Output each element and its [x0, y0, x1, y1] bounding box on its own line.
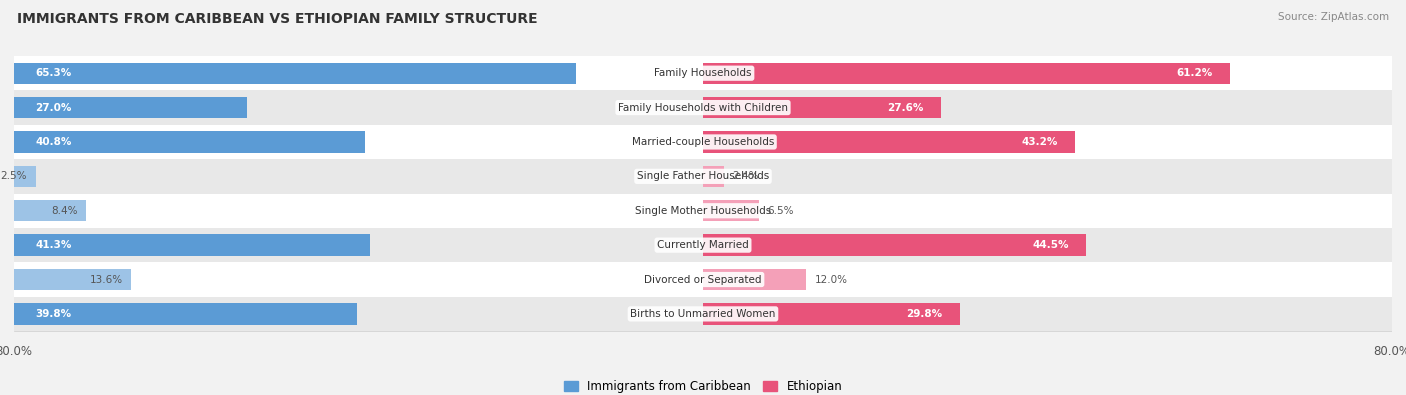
Text: Births to Unmarried Women: Births to Unmarried Women	[630, 309, 776, 319]
Text: 12.0%: 12.0%	[815, 275, 848, 284]
Text: 39.8%: 39.8%	[35, 309, 72, 319]
Bar	[703, 166, 724, 187]
Text: 43.2%: 43.2%	[1021, 137, 1057, 147]
Text: Family Households: Family Households	[654, 68, 752, 78]
Bar	[14, 194, 1392, 228]
Bar	[703, 235, 1087, 256]
Bar	[14, 228, 1392, 262]
Text: Family Households with Children: Family Households with Children	[619, 103, 787, 113]
Text: 29.8%: 29.8%	[907, 309, 942, 319]
Bar	[14, 200, 86, 222]
Text: 61.2%: 61.2%	[1177, 68, 1213, 78]
Bar	[14, 269, 131, 290]
Bar	[14, 131, 366, 152]
Bar	[703, 269, 807, 290]
Text: 27.0%: 27.0%	[35, 103, 72, 113]
Text: 27.6%: 27.6%	[887, 103, 924, 113]
Text: 65.3%: 65.3%	[35, 68, 72, 78]
Text: 13.6%: 13.6%	[90, 275, 122, 284]
Bar	[703, 131, 1076, 152]
Text: 44.5%: 44.5%	[1032, 240, 1069, 250]
Text: 8.4%: 8.4%	[51, 206, 77, 216]
Bar	[14, 235, 370, 256]
Legend: Immigrants from Caribbean, Ethiopian: Immigrants from Caribbean, Ethiopian	[560, 376, 846, 395]
Bar	[703, 62, 1230, 84]
Bar	[14, 303, 357, 325]
Text: Currently Married: Currently Married	[657, 240, 749, 250]
Bar	[14, 159, 1392, 194]
Text: Divorced or Separated: Divorced or Separated	[644, 275, 762, 284]
Bar	[14, 90, 1392, 125]
Text: 6.5%: 6.5%	[768, 206, 794, 216]
Bar	[14, 262, 1392, 297]
Text: IMMIGRANTS FROM CARIBBEAN VS ETHIOPIAN FAMILY STRUCTURE: IMMIGRANTS FROM CARIBBEAN VS ETHIOPIAN F…	[17, 12, 537, 26]
Bar	[703, 303, 960, 325]
Text: 40.8%: 40.8%	[35, 137, 72, 147]
Text: 41.3%: 41.3%	[35, 240, 72, 250]
Text: 2.5%: 2.5%	[0, 171, 27, 181]
Bar	[703, 97, 941, 118]
Text: Married-couple Households: Married-couple Households	[631, 137, 775, 147]
Text: Single Mother Households: Single Mother Households	[636, 206, 770, 216]
Bar	[14, 166, 35, 187]
Bar	[14, 56, 1392, 90]
Text: Single Father Households: Single Father Households	[637, 171, 769, 181]
Bar	[703, 200, 759, 222]
Bar	[14, 62, 576, 84]
Text: 2.4%: 2.4%	[733, 171, 759, 181]
Bar	[14, 97, 246, 118]
Text: Source: ZipAtlas.com: Source: ZipAtlas.com	[1278, 12, 1389, 22]
Bar	[14, 125, 1392, 159]
Bar	[14, 297, 1392, 331]
